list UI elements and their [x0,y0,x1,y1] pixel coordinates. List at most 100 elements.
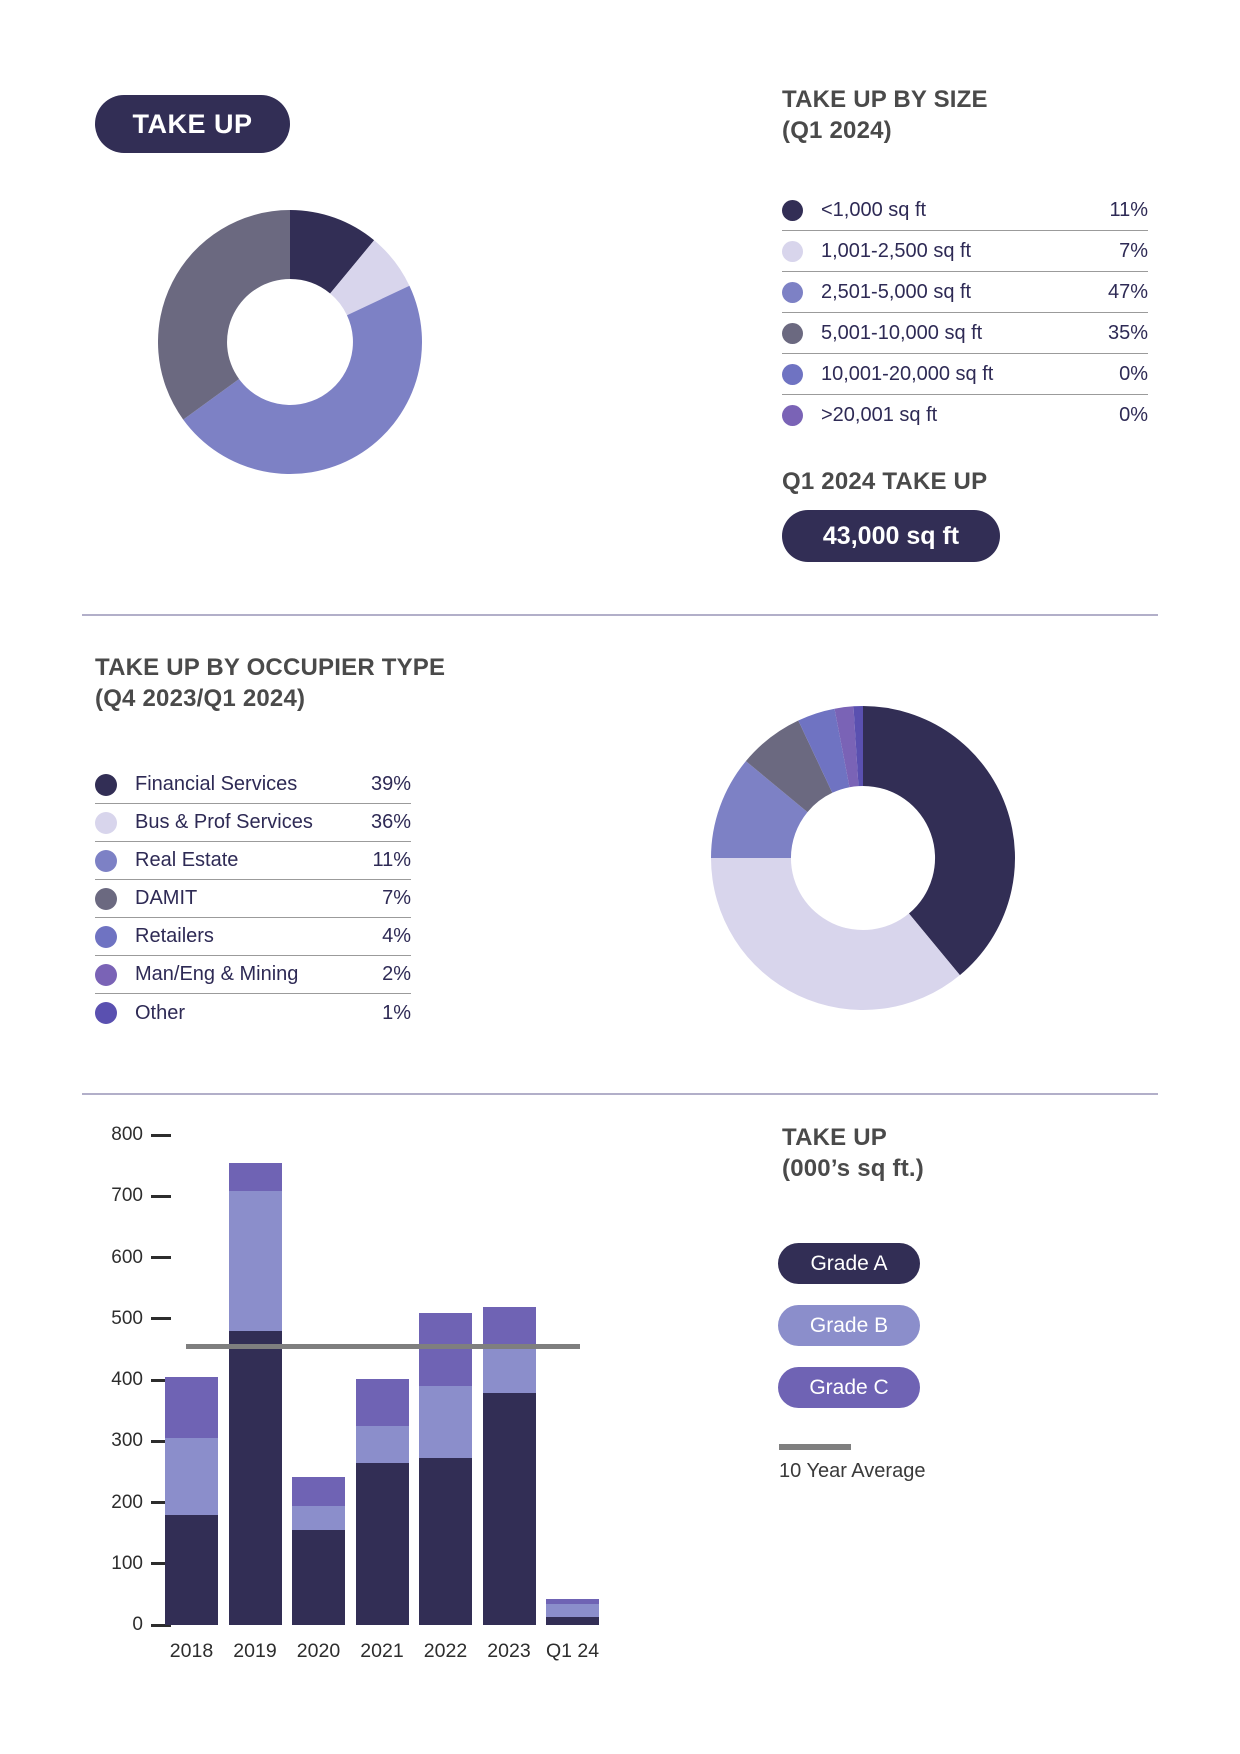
legend-row: Real Estate 11% [95,842,411,880]
size-section-title-line2: (Q1 2024) [782,117,892,144]
legend-dot [95,773,117,796]
x-axis-label: 2021 [360,1640,404,1662]
legend-row: Other 1% [95,994,411,1032]
legend-row: DAMIT 7% [95,880,411,918]
legend-row: <1,000 sq ft 11% [782,190,1148,231]
legend-value: 7% [382,887,411,909]
occupier-section-title: TAKE UP BY OCCUPIER TYPE (Q4 2023/Q1 202… [95,652,445,714]
donut-slice [863,706,1015,976]
bars-section-title-line1: TAKE UP [782,1124,887,1151]
legend-dot [95,849,117,872]
legend-row: Bus & Prof Services 36% [95,804,411,842]
ten-year-average-label: 10 Year Average [779,1460,926,1482]
y-axis-tick-dash [151,1623,171,1627]
legend-row: 2,501-5,000 sq ft 47% [782,272,1148,313]
bar-segment [228,1331,282,1625]
legend-dot [782,240,803,262]
bars-section-title-line2: (000’s sq ft.) [782,1155,924,1182]
legend-label: >20,001 sq ft [821,404,938,426]
legend-value: 36% [370,811,411,833]
y-axis-tick-label: 300 [111,1430,143,1452]
y-axis-tick-label: 0 [132,1614,143,1635]
y-axis-tick-label: 800 [111,1124,143,1145]
y-axis-tick-dash [151,1317,171,1321]
y-axis-tick-dash [151,1501,171,1504]
y-axis-tick-dash [151,1194,171,1198]
take-up-bar-chart: 0 100 200 300 400 500 600 700 800 2018 2019 2020 202… [75,1120,715,1710]
q1-takeup-value-pill: 43,000 sq ft [782,510,1000,562]
size-section-title: TAKE UP BY SIZE (Q1 2024) [782,84,988,146]
bar-segment [292,1476,345,1507]
legend-dot [95,887,117,910]
q1-takeup-heading: Q1 2024 TAKE UP [782,468,988,495]
legend-dot [782,363,803,385]
y-axis-tick-label: 200 [111,1491,143,1513]
x-axis-label: Q1 24 [545,1640,600,1662]
bar-segment [355,1463,409,1625]
donut-slice [711,858,960,1010]
legend-value: 0% [1119,362,1148,385]
x-axis-label: 2018 [169,1640,214,1662]
y-axis-tick-label: 500 [111,1307,143,1329]
donut-slice [834,706,859,788]
y-axis-tick-dash [151,1256,171,1259]
legend-row: >20,001 sq ft 0% [782,395,1148,436]
y-axis-tick-label: 400 [111,1369,143,1390]
legend-value: 1% [382,1001,411,1024]
legend-label: Man/Eng & Mining [135,963,299,985]
legend-value: 11% [372,849,411,871]
y-axis-tick-label: 700 [111,1185,143,1207]
bar-segment [292,1530,345,1625]
legend-label: Real Estate [135,849,239,871]
bars-section-title: TAKE UP (000’s sq ft.) [782,1122,924,1184]
bar-segment [546,1598,599,1605]
bar-segment [482,1346,536,1394]
donut-slice [158,210,290,420]
donut-slice [183,285,422,474]
donut-slice [745,720,833,813]
grade-a-pill: Grade A [778,1243,920,1284]
bar-segment [355,1425,409,1464]
legend-value: 7% [1119,239,1148,262]
legend-row: Retailers 4% [95,918,411,956]
legend-label: Bus & Prof Services [135,811,313,833]
size-donut-chart [158,210,422,474]
legend-value: 0% [1119,404,1148,426]
legend-dot [782,281,803,303]
x-axis-label: 2019 [233,1640,277,1662]
size-section-title-line1: TAKE UP BY SIZE [782,86,988,113]
y-axis-tick-dash [151,1133,171,1137]
bar-segment [292,1506,345,1531]
y-axis-tick-dash [151,1378,171,1382]
legend-value: 39% [370,773,411,795]
occupier-legend: Financial Services 39% Bus & Prof Services… [95,766,411,1032]
x-axis-label: 2022 [423,1640,468,1662]
donut-slice [853,706,863,787]
legend-label: 2,501-5,000 sq ft [821,280,972,303]
legend-dot [95,963,117,986]
legend-label: Retailers [135,925,214,947]
legend-dot [95,811,117,834]
legend-row: 10,001-20,000 sq ft 0% [782,354,1148,395]
bar-segment [228,1162,282,1192]
legend-dot [782,405,803,426]
size-legend: <1,000 sq ft 11% 1,001-2,500 sq ft 7% 2,501-… [782,190,1148,436]
bar-segment [228,1191,282,1331]
ten-year-average-swatch [779,1444,851,1450]
legend-value: 4% [382,925,411,947]
y-axis-tick-dash [151,1562,171,1566]
legend-dot [95,925,117,948]
occupier-section-title-line2: (Q4 2023/Q1 2024) [95,685,306,712]
donut-slice [798,708,850,793]
take-up-badge: TAKE UP [95,95,290,153]
section-divider-2 [82,1093,1158,1095]
donut-slice [711,761,808,858]
donut-slice [290,210,375,294]
bar-segment [355,1378,409,1426]
occupier-donut-chart [711,706,1015,1010]
legend-row: Man/Eng & Mining 2% [95,956,411,994]
legend-row: 1,001-2,500 sq ft 7% [782,231,1148,272]
bar-segment [165,1438,218,1515]
legend-value: 2% [382,963,411,985]
